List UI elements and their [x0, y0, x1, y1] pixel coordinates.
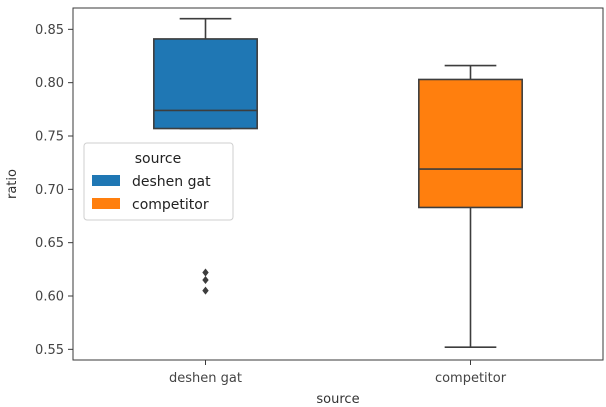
box-group [153, 17, 258, 295]
y-tick-label: 0.55 [35, 343, 64, 358]
legend-swatch-deshen-gat [92, 175, 120, 186]
box [153, 38, 258, 130]
outlier-point [202, 276, 209, 284]
y-tick-label: 0.75 [35, 130, 64, 145]
x-axis: deshen gat competitor [169, 360, 507, 386]
legend-frame [83, 142, 234, 221]
x-axis-title: source [316, 392, 359, 407]
y-tick-label: 0.70 [35, 183, 64, 198]
outlier-point [202, 286, 209, 295]
box-group [418, 64, 523, 349]
y-tick-label: 0.80 [35, 76, 64, 91]
y-axis-title: ratio [5, 169, 20, 199]
legend-title: source [135, 151, 182, 167]
y-axis: 0.55 0.60 0.65 0.70 0.75 0.80 0.85 [35, 23, 73, 358]
legend-swatch-competitor [92, 198, 120, 209]
legend-label-deshen-gat: deshen gat [132, 174, 211, 190]
y-tick-label: 0.60 [35, 290, 64, 305]
y-tick-label: 0.85 [35, 23, 64, 38]
legend: source deshen gat competitor [83, 142, 234, 221]
outlier-point [202, 268, 209, 277]
boxes [153, 17, 523, 349]
x-tick-label: deshen gat [169, 371, 242, 386]
legend-label-competitor: competitor [132, 197, 209, 213]
x-tick-label: competitor [435, 371, 507, 386]
y-tick-label: 0.65 [35, 236, 64, 251]
box [418, 78, 523, 209]
